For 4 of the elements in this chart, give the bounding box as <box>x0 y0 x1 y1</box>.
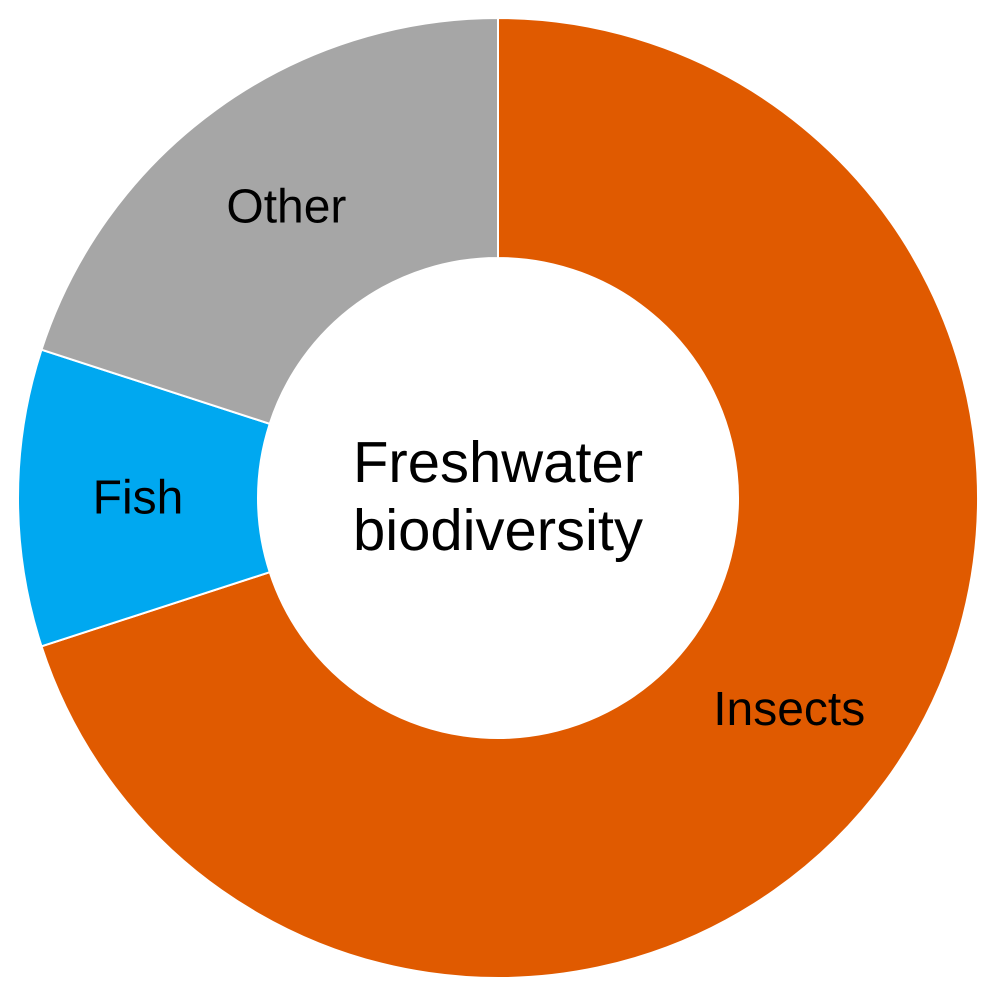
text: Freshwater biodiversity <box>352 430 644 563</box>
slice-label: Other <box>226 180 346 234</box>
slice-label: Insects <box>713 683 866 736</box>
slice-label: Fish <box>92 472 184 524</box>
